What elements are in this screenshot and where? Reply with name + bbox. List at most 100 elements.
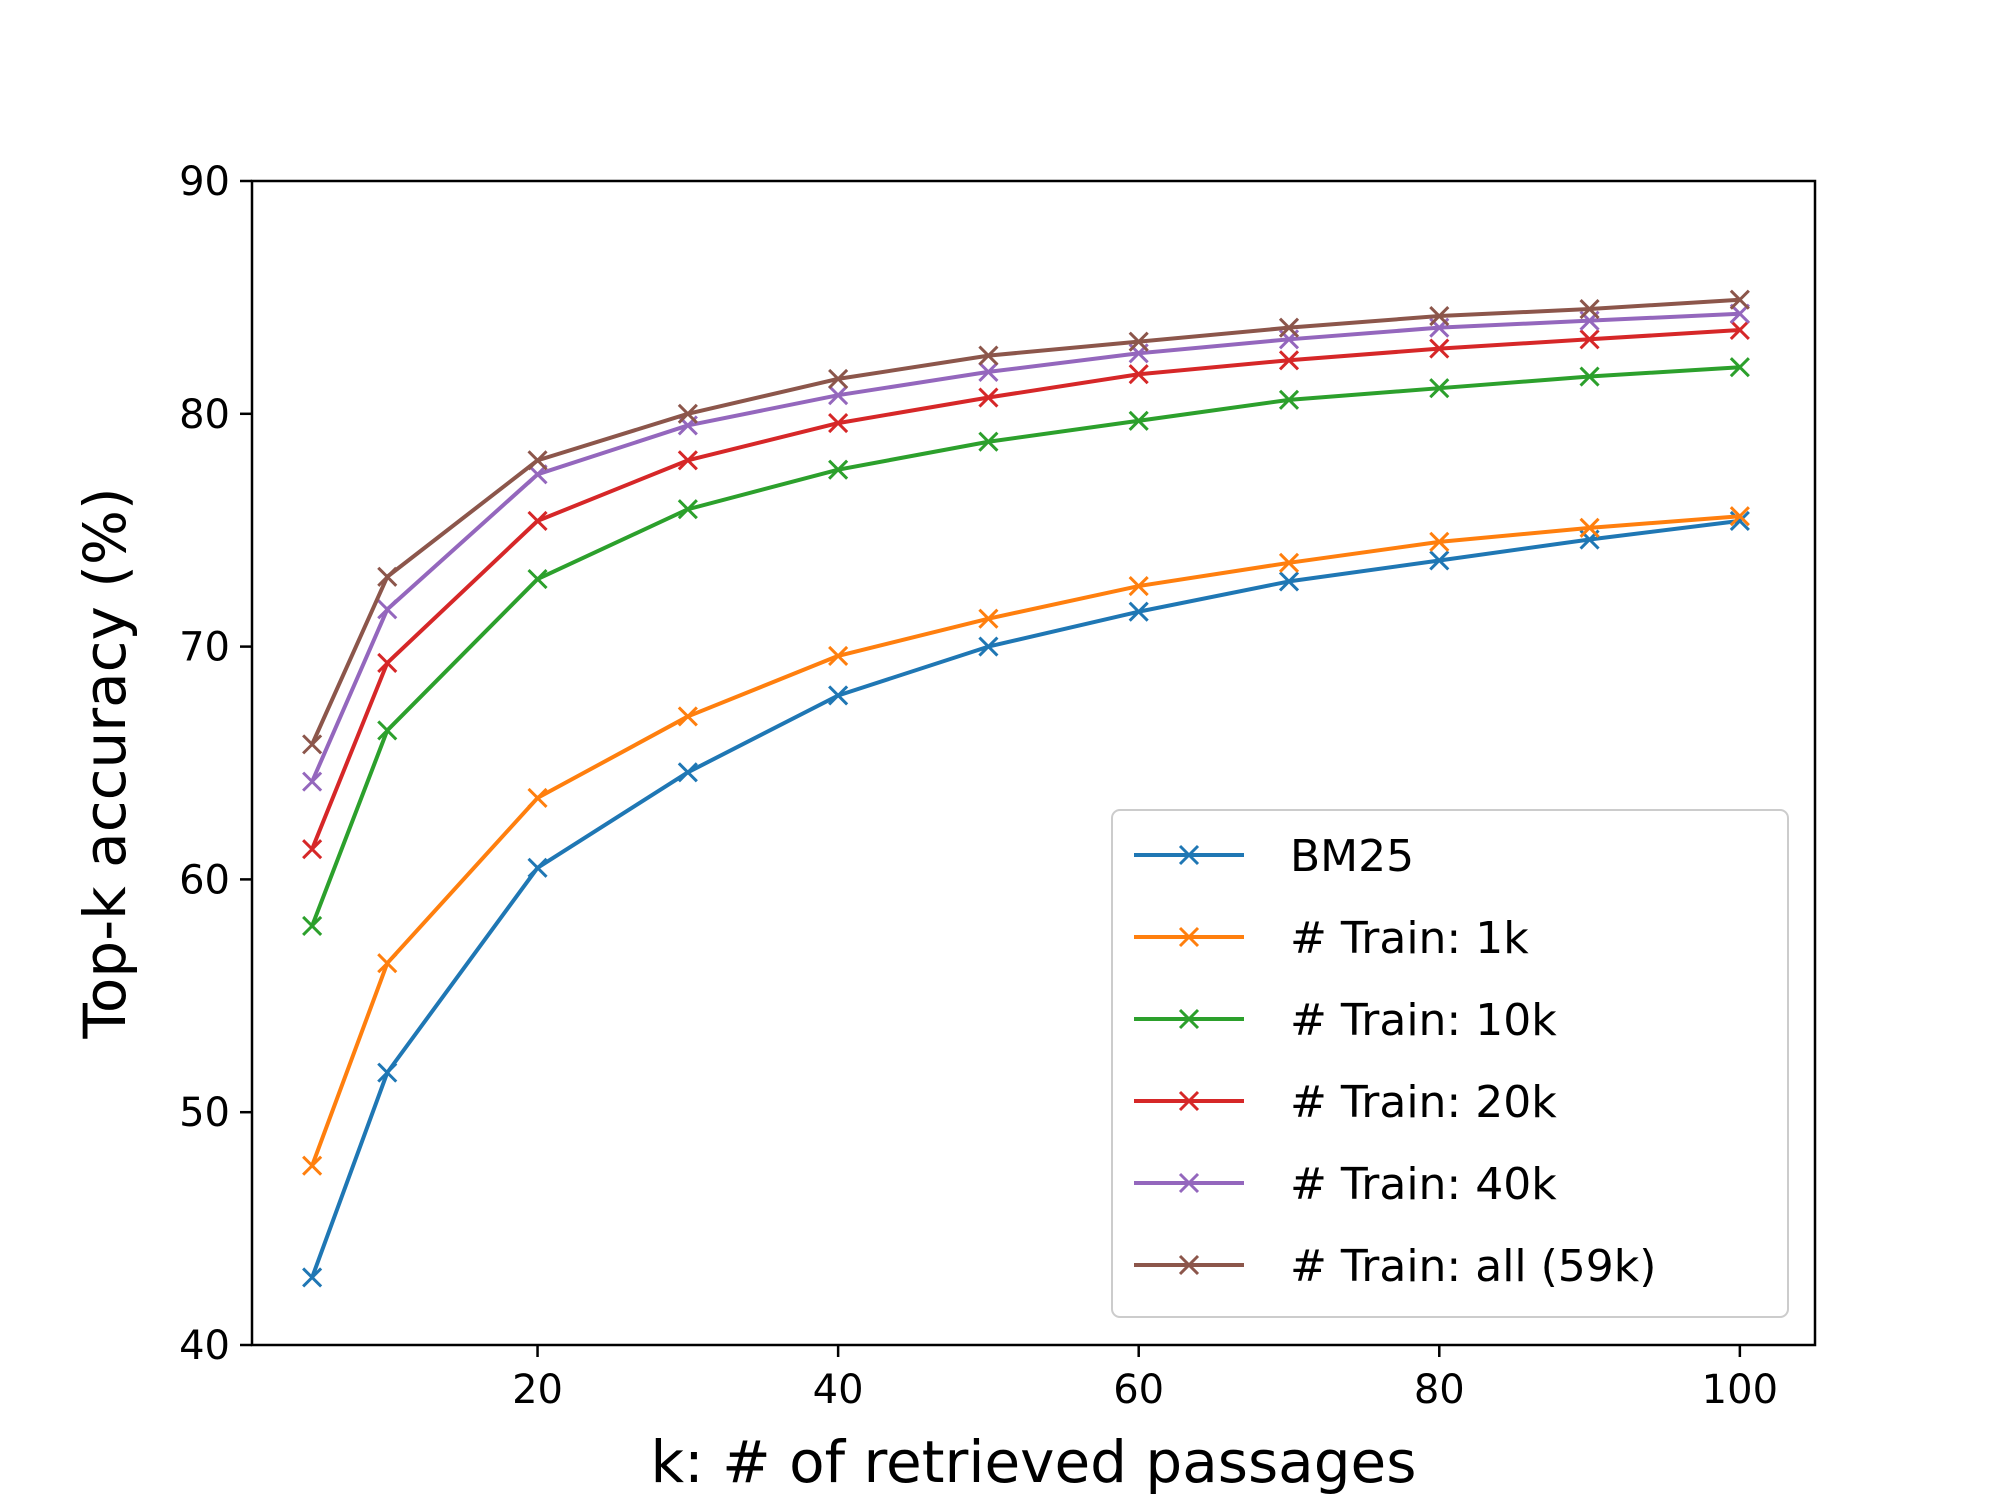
- data-point: [1278, 571, 1300, 592]
- data-point: [377, 720, 398, 741]
- y-tick-label: 90: [179, 159, 230, 205]
- data-point: [1729, 506, 1750, 527]
- data-point: [302, 839, 323, 860]
- series-4: [302, 303, 1750, 792]
- data-point: [677, 403, 698, 424]
- legend-marker: [1178, 1090, 1200, 1112]
- legend-marker: [1178, 1172, 1200, 1194]
- data-point: [302, 1155, 323, 1176]
- legend-label: BM25: [1290, 831, 1414, 882]
- legend-item: BM25: [1134, 831, 1414, 882]
- data-point: [302, 771, 323, 792]
- data-point: [377, 953, 398, 974]
- data-point: [978, 387, 999, 408]
- data-point: [677, 499, 698, 520]
- data-point: [527, 857, 548, 878]
- data-point: [1579, 366, 1600, 387]
- data-point: [1729, 319, 1750, 341]
- data-point: [1278, 552, 1300, 573]
- data-point: [677, 762, 698, 783]
- data-point: [1729, 357, 1750, 378]
- data-point: [978, 608, 999, 629]
- legend-item: # Train: 20k: [1134, 1077, 1557, 1128]
- data-point: [1579, 517, 1600, 538]
- x-tick-label: 80: [1414, 1367, 1465, 1413]
- data-point: [302, 734, 323, 755]
- series-1: [302, 506, 1750, 1176]
- data-point: [377, 1062, 398, 1083]
- data-point: [1278, 317, 1300, 338]
- data-point: [1128, 576, 1149, 597]
- data-point: [377, 566, 398, 587]
- legend-item: # Train: 40k: [1134, 1159, 1557, 1210]
- plot-area: [302, 289, 1750, 1288]
- y-tick-label: 80: [179, 392, 230, 438]
- data-point: [1429, 338, 1450, 359]
- data-point: [1128, 364, 1149, 385]
- data-point: [1429, 531, 1450, 552]
- data-point: [527, 450, 548, 471]
- data-point: [677, 706, 698, 727]
- series-0: [302, 510, 1750, 1288]
- y-tick-label: 50: [179, 1090, 230, 1136]
- axes: 20 40 60 80 100 40 50 60 70 80 90: [179, 159, 1817, 1413]
- legend-label: # Train: 1k: [1290, 913, 1529, 964]
- legend-marker: [1178, 1008, 1200, 1030]
- x-tick-label: 20: [512, 1367, 563, 1413]
- data-point: [377, 599, 398, 620]
- data-point: [978, 361, 999, 382]
- data-point: [1128, 331, 1149, 352]
- y-axis-title: Top-k accuracy (%): [71, 487, 139, 1039]
- y-tick-label: 40: [179, 1323, 230, 1369]
- data-point: [527, 510, 548, 531]
- data-point: [1128, 410, 1149, 431]
- data-point: [677, 450, 698, 471]
- data-point: [828, 413, 849, 434]
- legend-label: # Train: all (59k): [1290, 1241, 1656, 1292]
- data-point: [1429, 305, 1450, 327]
- data-point: [527, 787, 548, 808]
- x-tick-label: 40: [813, 1367, 864, 1413]
- series-5: [302, 289, 1750, 755]
- y-tick-label: 70: [179, 625, 230, 671]
- series-2: [302, 357, 1750, 937]
- data-point: [1278, 389, 1300, 410]
- legend-marker: [1178, 844, 1200, 866]
- data-point: [377, 652, 398, 673]
- data-point: [828, 459, 849, 480]
- y-tick-label: 60: [179, 857, 230, 903]
- data-point: [302, 915, 323, 937]
- data-point: [978, 431, 999, 452]
- legend-item: # Train: 10k: [1134, 995, 1557, 1046]
- data-point: [527, 569, 548, 590]
- legend-marker: [1178, 1254, 1200, 1276]
- data-point: [302, 1267, 323, 1288]
- data-point: [828, 645, 849, 666]
- data-point: [1429, 550, 1450, 571]
- legend-label: # Train: 10k: [1290, 995, 1557, 1046]
- legend-box: [1111, 809, 1789, 1318]
- data-point: [828, 385, 849, 406]
- data-point: [1429, 378, 1450, 399]
- series-3: [302, 319, 1750, 860]
- data-point: [1278, 350, 1300, 371]
- legend-item: # Train: 1k: [1134, 913, 1529, 964]
- x-axis-title: k: # of retrieved passages: [651, 1428, 1417, 1496]
- plot-frame: [250, 179, 1817, 1347]
- data-point: [1128, 601, 1149, 622]
- x-tick-label: 60: [1113, 1367, 1164, 1413]
- data-point: [1729, 289, 1750, 310]
- legend-item: # Train: all (59k): [1134, 1241, 1656, 1292]
- data-point: [978, 636, 999, 657]
- data-point: [1579, 298, 1600, 320]
- data-point: [978, 345, 999, 366]
- legend-label: # Train: 20k: [1290, 1077, 1557, 1128]
- legend: BM25 # Train: 1k # Train: 10k # Train: 20k #…: [1111, 809, 1789, 1318]
- x-tick-label: 100: [1702, 1367, 1778, 1413]
- data-point: [828, 685, 849, 706]
- data-point: [1579, 329, 1600, 350]
- data-point: [828, 368, 849, 389]
- legend-marker: [1178, 926, 1200, 948]
